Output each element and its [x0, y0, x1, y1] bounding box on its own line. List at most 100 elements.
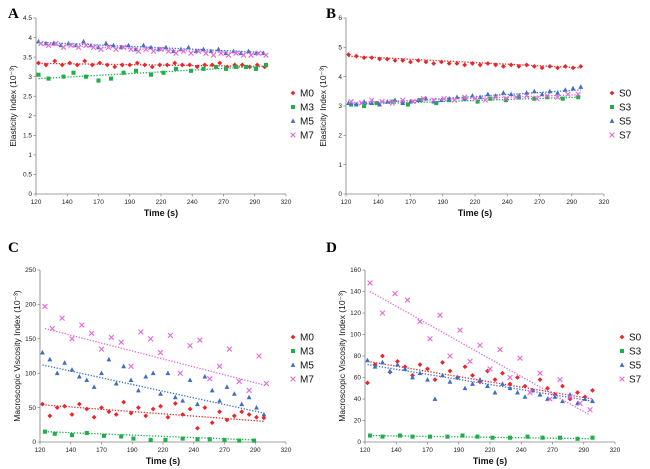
data-point — [490, 435, 495, 440]
data-point — [461, 94, 468, 100]
data-point — [475, 99, 480, 104]
x-tick-label: 120 — [360, 447, 371, 454]
data-point — [427, 336, 433, 342]
data-point — [210, 52, 217, 58]
y-tick-label: 0.5 — [23, 172, 32, 179]
legend-label: M3 — [300, 347, 314, 358]
data-point — [405, 102, 410, 107]
data-point — [195, 48, 202, 55]
data-point — [47, 356, 53, 362]
data-point — [226, 346, 233, 352]
y-axis-title: Elasticity Index (10⁻³) — [318, 65, 328, 147]
data-point — [451, 97, 458, 103]
data-point — [179, 62, 185, 68]
y-tick-label: 250 — [25, 267, 36, 274]
data-point — [82, 58, 88, 64]
data-point — [180, 436, 185, 441]
x-tick-label: 140 — [62, 199, 73, 206]
legend-entry-m7: M7 — [290, 375, 314, 386]
x-axis-title: Time (s) — [473, 456, 507, 466]
x-tick-label: 320 — [281, 447, 292, 454]
data-point — [522, 394, 528, 399]
legend-entry-s7: S7 — [619, 375, 642, 386]
x-axis-title: Time (s) — [144, 208, 178, 218]
data-point — [112, 64, 118, 70]
series-m0 — [36, 58, 268, 70]
data-point — [523, 92, 530, 99]
data-point — [224, 417, 230, 423]
data-point — [562, 87, 568, 92]
data-point — [400, 58, 406, 63]
y-tick-label: 40 — [354, 396, 362, 403]
data-point — [255, 50, 262, 56]
data-point — [578, 84, 584, 89]
data-point — [470, 381, 475, 386]
data-point — [84, 377, 90, 382]
data-point — [552, 394, 558, 399]
x-tick-label: 290 — [250, 447, 261, 454]
data-point — [79, 322, 85, 328]
data-point — [105, 44, 112, 51]
data-point — [349, 102, 354, 107]
data-point — [209, 62, 215, 68]
data-point — [150, 370, 156, 376]
data-point — [560, 96, 565, 101]
legend-marker — [609, 104, 615, 110]
legend-label: M5 — [300, 117, 314, 128]
y-tick-label: 0 — [338, 191, 342, 198]
data-point — [133, 68, 139, 73]
chart-panel-a: A 0 0.5 1 1.5 2 2.5 3 3.5 4 4.5 120 140 170 190 220 240 2… — [8, 6, 314, 218]
series-s7 — [367, 280, 593, 416]
data-point — [83, 74, 89, 79]
data-point — [527, 389, 533, 396]
y-tick-label: 0 — [28, 191, 32, 198]
x-tick-label: 190 — [124, 199, 135, 206]
data-point — [503, 95, 509, 102]
legend-marker — [609, 118, 615, 123]
data-point — [590, 435, 595, 440]
data-point — [410, 434, 415, 439]
data-point — [217, 60, 223, 66]
data-point — [247, 64, 253, 70]
data-point — [163, 437, 168, 442]
y-tick-label: 50 — [29, 405, 37, 412]
data-point — [578, 64, 584, 69]
data-point — [423, 59, 429, 65]
legend-marker — [290, 132, 296, 138]
data-point — [544, 92, 551, 99]
x-tick-label: 220 — [156, 199, 167, 206]
data-point — [149, 64, 155, 70]
series-s7 — [348, 91, 581, 106]
trend-line — [367, 363, 593, 402]
data-point — [545, 385, 550, 391]
legend-entry-s5: S5 — [609, 117, 632, 128]
data-point — [43, 62, 49, 68]
data-point — [575, 436, 580, 441]
data-point — [460, 433, 465, 438]
data-point — [172, 394, 178, 400]
legend-marker — [290, 118, 296, 123]
legend-label: S5 — [619, 117, 632, 128]
data-point — [377, 101, 382, 107]
data-point — [54, 405, 60, 410]
y-tick-label: 1 — [338, 162, 342, 169]
legend-label: S0 — [629, 333, 642, 344]
data-point — [46, 76, 51, 81]
data-point — [384, 98, 390, 104]
y-axis-title: Elasticity Index (10⁻³) — [8, 65, 18, 147]
data-point — [432, 396, 438, 401]
data-point — [346, 52, 351, 58]
x-tick-label: 190 — [437, 199, 448, 206]
legend-marker — [619, 334, 625, 340]
data-point — [353, 101, 359, 107]
legend-label: S0 — [619, 89, 632, 100]
data-point — [40, 401, 45, 407]
data-point — [477, 62, 483, 68]
data-point — [225, 52, 232, 58]
y-tick-label: 0 — [32, 439, 36, 446]
y-tick-label: 2 — [338, 133, 342, 140]
data-point — [195, 437, 200, 442]
data-point — [98, 46, 104, 53]
x-tick-label: 240 — [516, 447, 527, 454]
data-point — [369, 55, 375, 60]
